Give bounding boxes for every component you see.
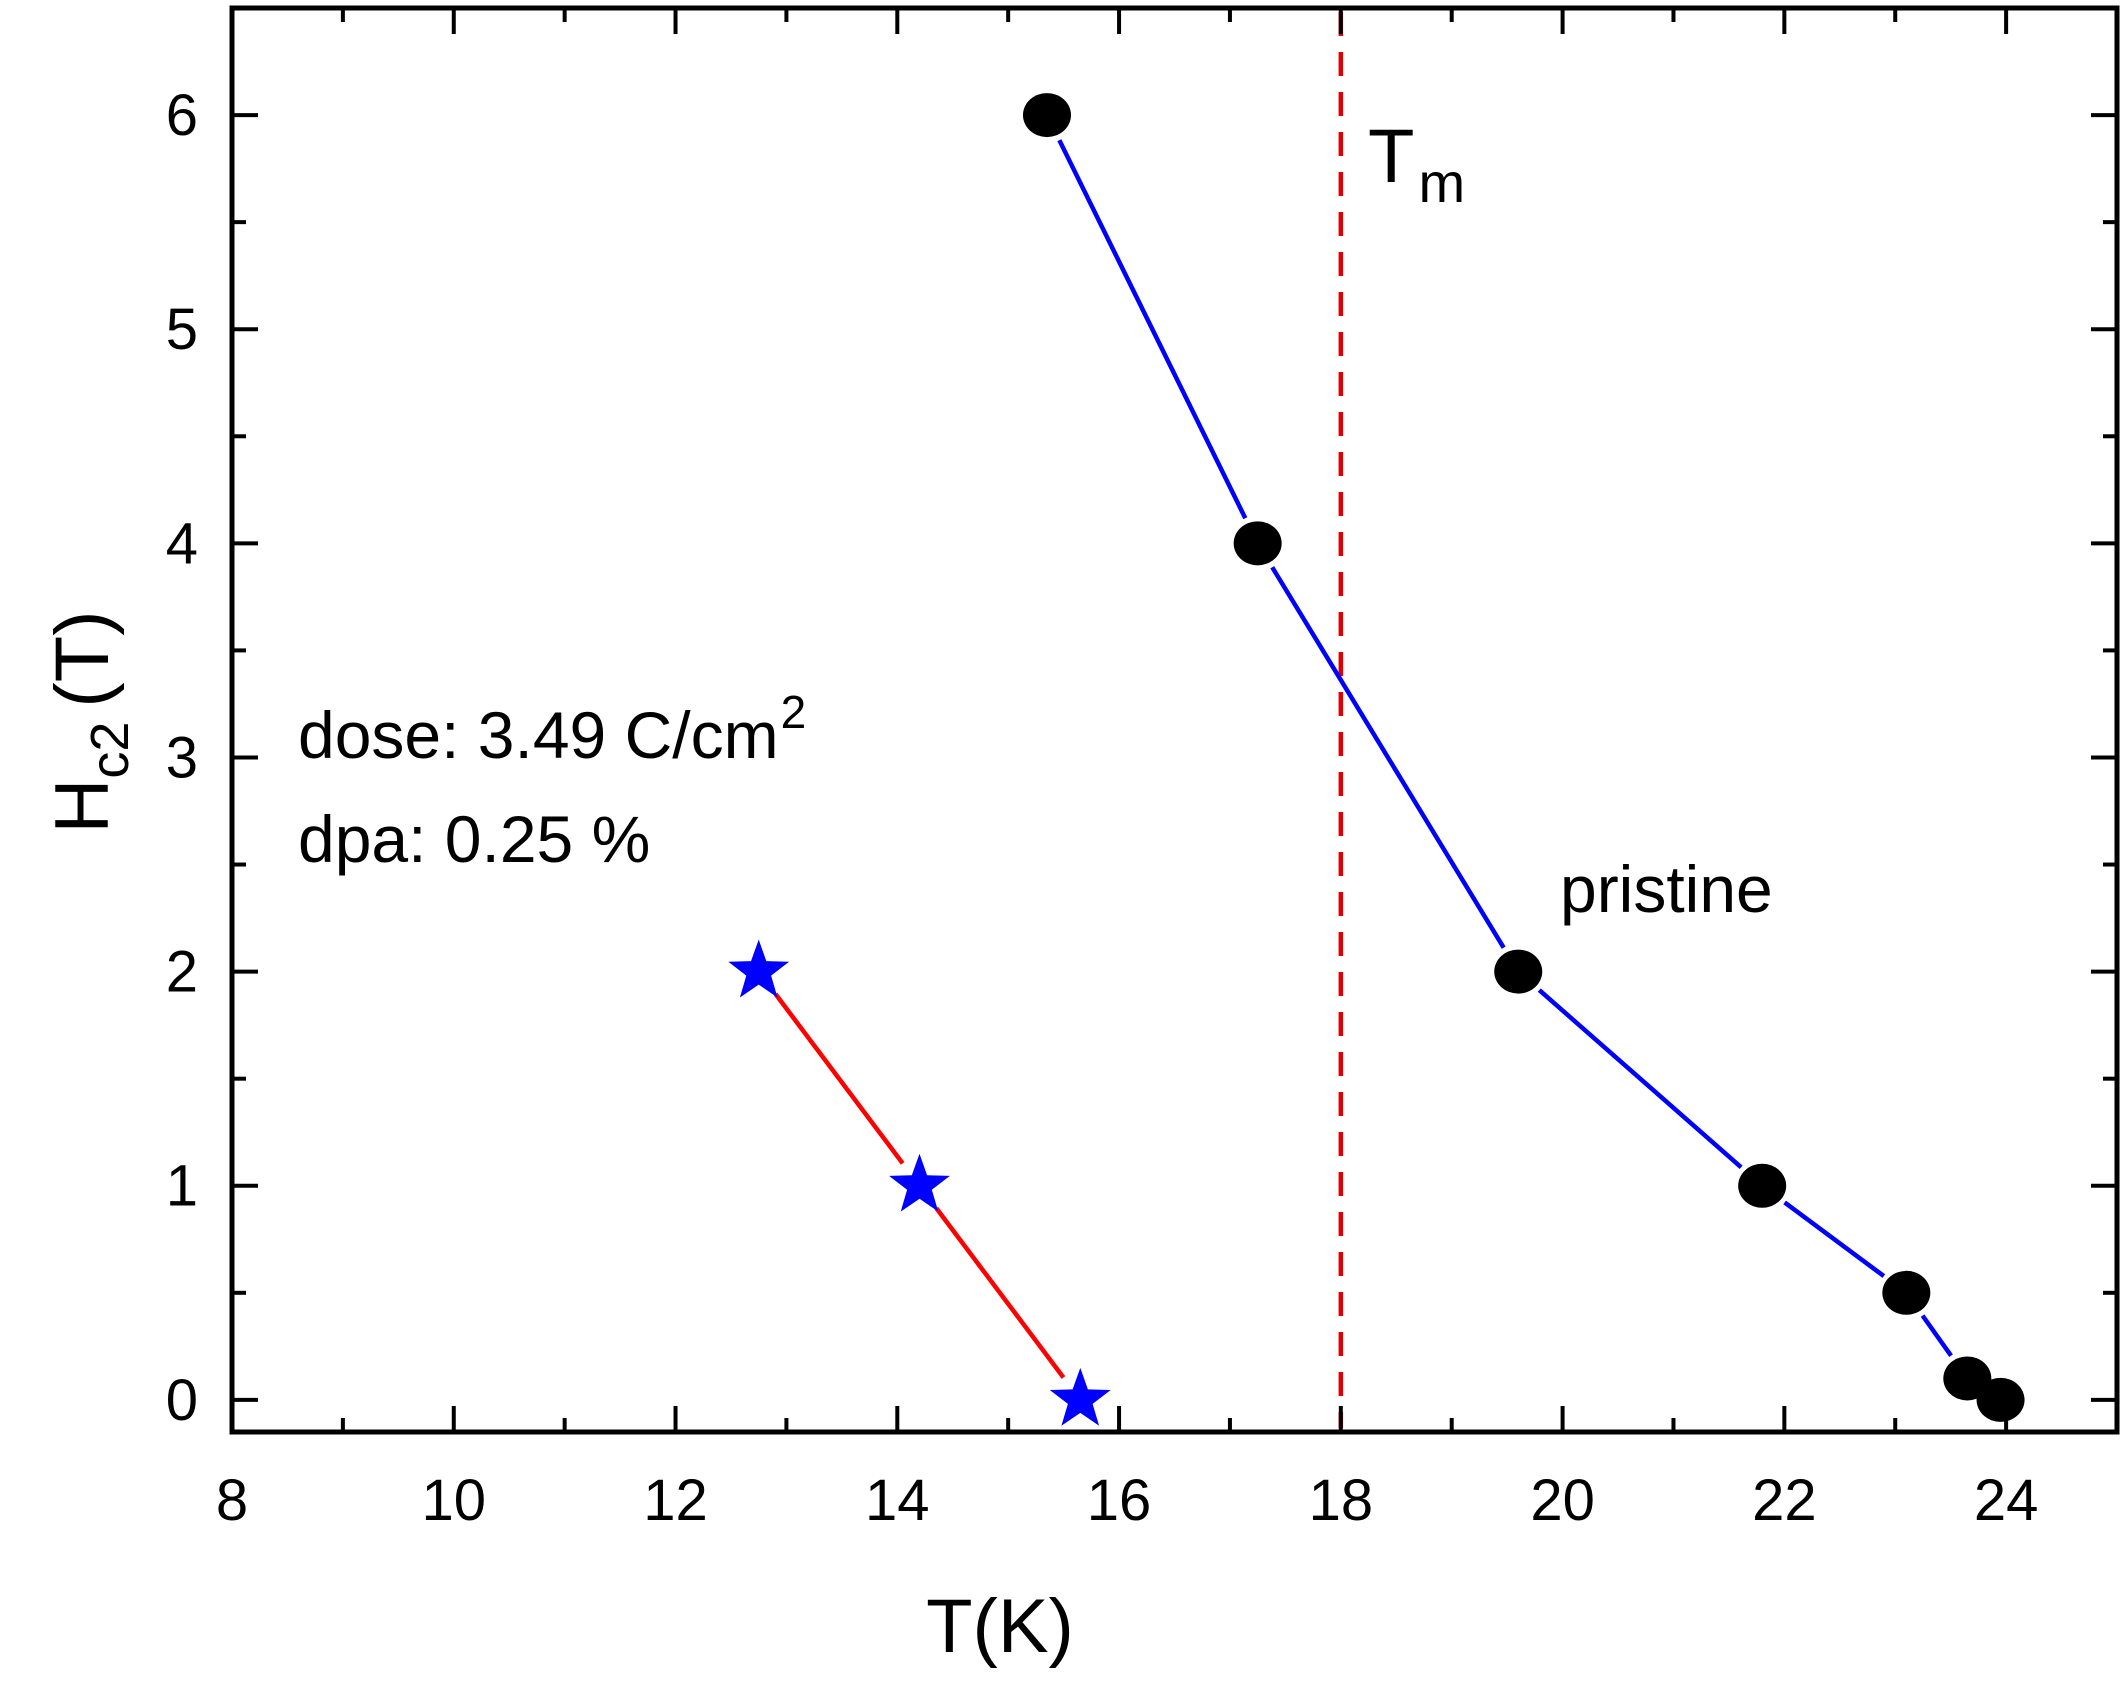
plot-area [229,5,2120,1435]
axis-ticks [230,6,2119,1432]
data-point-pristine [1738,1163,1787,1208]
x-tick-label: 22 [1752,1468,1817,1533]
x-axis-title: T(K) [926,1584,1074,1669]
reference-line-label: Tm [1368,114,1465,214]
dose-superscript: 2 [781,686,807,738]
y-axis-title-sub: c2 [80,722,140,779]
data-point-pristine [1943,1356,1992,1401]
y-tick-label: 0 [166,1368,198,1433]
x-tick-label: 24 [1974,1468,2039,1533]
series-line-pristine [1270,566,1506,949]
dpa-annotation: dpa: 0.25 % [298,802,650,876]
y-axis-title-main: H [40,779,125,834]
y-tick-label: 6 [166,83,198,148]
data-point-irradiated [728,939,790,998]
x-tick-label: 8 [216,1468,248,1533]
data-point-pristine [1494,949,1543,994]
reference-line-label-sub: m [1418,151,1465,214]
x-tick-label: 18 [1309,1468,1374,1533]
dose-text: dose: 3.49 C/cm [298,698,779,772]
data-point-pristine [1022,93,1071,138]
data-marks [728,93,2025,1426]
data-point-pristine [1976,1377,2025,1422]
x-tick-label: 12 [643,1468,708,1533]
pristine-label: pristine [1560,852,1773,926]
x-tick-label: 16 [1087,1468,1152,1533]
series-line-pristine [1057,139,1248,520]
y-tick-label: 2 [166,940,198,1005]
series-line-pristine [1537,988,1743,1169]
x-tick-label: 20 [1530,1468,1595,1533]
series-line-irradiated [773,992,905,1165]
data-point-pristine [1882,1270,1931,1315]
x-tick-label: 10 [422,1468,487,1533]
data-point-irradiated [889,1153,950,1212]
reference-line-label-main: T [1368,114,1414,199]
series-line-pristine [1783,1200,1886,1278]
y-tick-label: 4 [166,511,198,576]
data-point-irradiated [1049,1367,1111,1426]
y-tick-label: 1 [166,1154,198,1219]
data-point-pristine [1233,521,1282,566]
y-tick-label: 5 [166,297,198,362]
y-axis-title: Hc2 (T) [40,611,140,834]
x-tick-label: 14 [865,1468,930,1533]
series-line-irradiated [934,1206,1066,1379]
plot-frame [229,5,2120,1435]
y-axis-title-unit: (T) [40,611,125,708]
y-tick-label: 3 [166,725,198,790]
dose-annotation: dose: 3.49 C/cm2 [298,686,806,772]
series-line-pristine [1920,1314,1953,1357]
